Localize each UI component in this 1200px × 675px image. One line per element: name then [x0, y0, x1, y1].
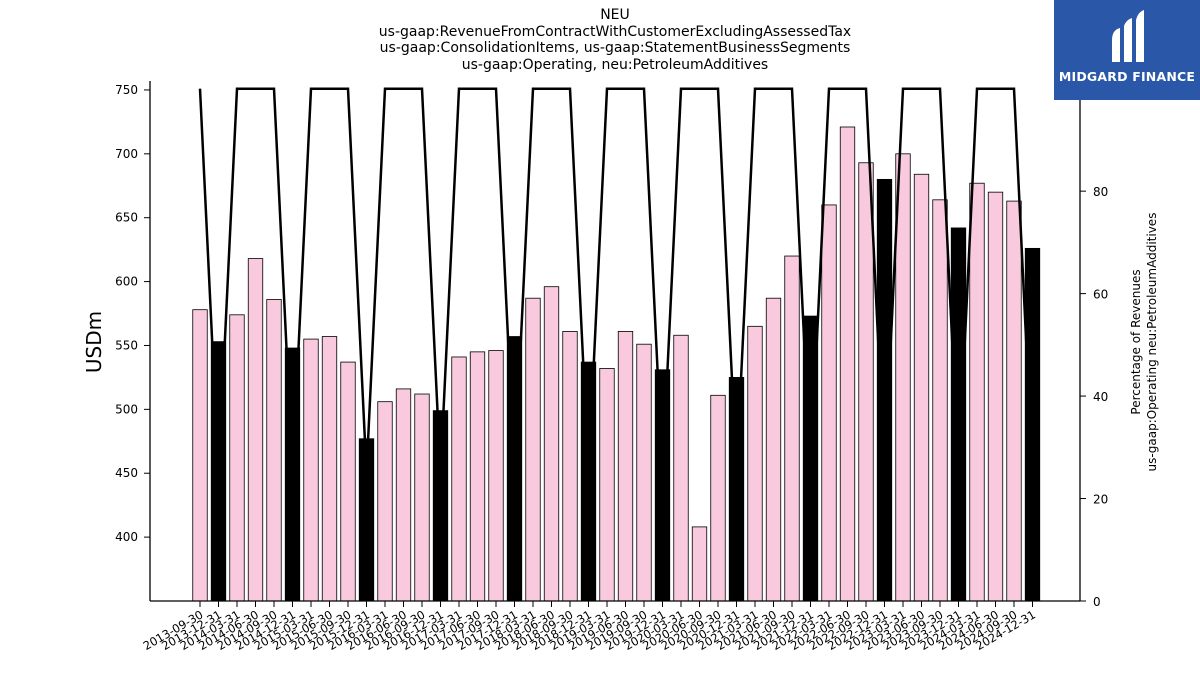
y2-axis-label-line1: Percentage of Revenues: [1129, 269, 1143, 414]
bar: [580, 361, 597, 602]
bar: [414, 393, 430, 602]
bar: [525, 297, 541, 602]
bar: [303, 338, 319, 602]
bar: [395, 388, 412, 602]
bar: [969, 182, 985, 602]
bar: [451, 356, 467, 602]
bar: [784, 255, 800, 602]
bar: [488, 350, 504, 602]
bar: [950, 227, 967, 602]
y-tick-label: 500: [115, 402, 138, 416]
bar: [765, 297, 782, 602]
bar: [321, 336, 338, 602]
bar: [673, 334, 689, 602]
bar: [987, 191, 1004, 602]
bar: [229, 314, 245, 602]
title-line: us-gaap:Operating, neu:PetroleumAdditive…: [461, 56, 769, 73]
logo-text: MIDGARD FINANCE: [1058, 69, 1196, 84]
bar: [266, 299, 282, 602]
bar: [192, 309, 208, 602]
y2-tick-label: 40: [1093, 390, 1108, 404]
y2-axis-label-line2: us-gaap:Operating neu:PetroleumAdditives: [1145, 213, 1159, 472]
bar: [1024, 247, 1041, 602]
title-line: NEU: [600, 7, 630, 23]
y-axis-label: USDm: [82, 311, 106, 373]
title-line: us-gaap:RevenueFromContractWithCustomerE…: [378, 23, 852, 40]
title-line: us-gaap:ConsolidationItems, us-gaap:Stat…: [379, 40, 851, 56]
axes-group: 4004505005506006507007500204060801002013…: [115, 81, 1116, 653]
bar: [469, 351, 486, 602]
bar: [913, 173, 930, 602]
bar: [839, 126, 856, 602]
bar: [1006, 200, 1022, 602]
y-tick-label: 750: [115, 83, 138, 97]
chart-title: NEU us-gaap:RevenueFromContractWithCusto…: [0, 7, 1200, 73]
y-tick-label: 550: [115, 338, 138, 352]
bar: [654, 369, 671, 602]
bar: [728, 377, 745, 602]
bar: [821, 204, 837, 602]
bar: [691, 526, 708, 602]
y-tick-label: 450: [115, 466, 138, 480]
bar: [599, 368, 615, 602]
bar: [710, 394, 726, 602]
bar: [377, 401, 393, 602]
bars-group: [192, 126, 1041, 602]
y-tick-label: 400: [115, 530, 138, 544]
percentage-line: [198, 87, 1034, 473]
bar: [247, 258, 264, 602]
bar: [747, 325, 763, 602]
y-tick-label: 650: [115, 211, 138, 225]
bar: [340, 361, 356, 602]
y2-tick-label: 60: [1093, 288, 1108, 302]
logo: MIDGARD FINANCE: [1054, 0, 1200, 100]
bar: [636, 343, 652, 602]
logo-mark-icon: [1112, 10, 1144, 62]
y-tick-label: 600: [115, 275, 138, 289]
bar: [932, 199, 948, 602]
bar: [895, 153, 911, 602]
bar: [543, 286, 560, 602]
bar: [858, 162, 874, 602]
bar: [562, 331, 578, 602]
bar: [432, 410, 449, 602]
y2-tick-label: 20: [1093, 493, 1108, 507]
y2-tick-label: 0: [1093, 595, 1101, 609]
y2-tick-label: 80: [1093, 185, 1108, 199]
bar: [617, 331, 634, 602]
y-tick-label: 700: [115, 147, 138, 161]
